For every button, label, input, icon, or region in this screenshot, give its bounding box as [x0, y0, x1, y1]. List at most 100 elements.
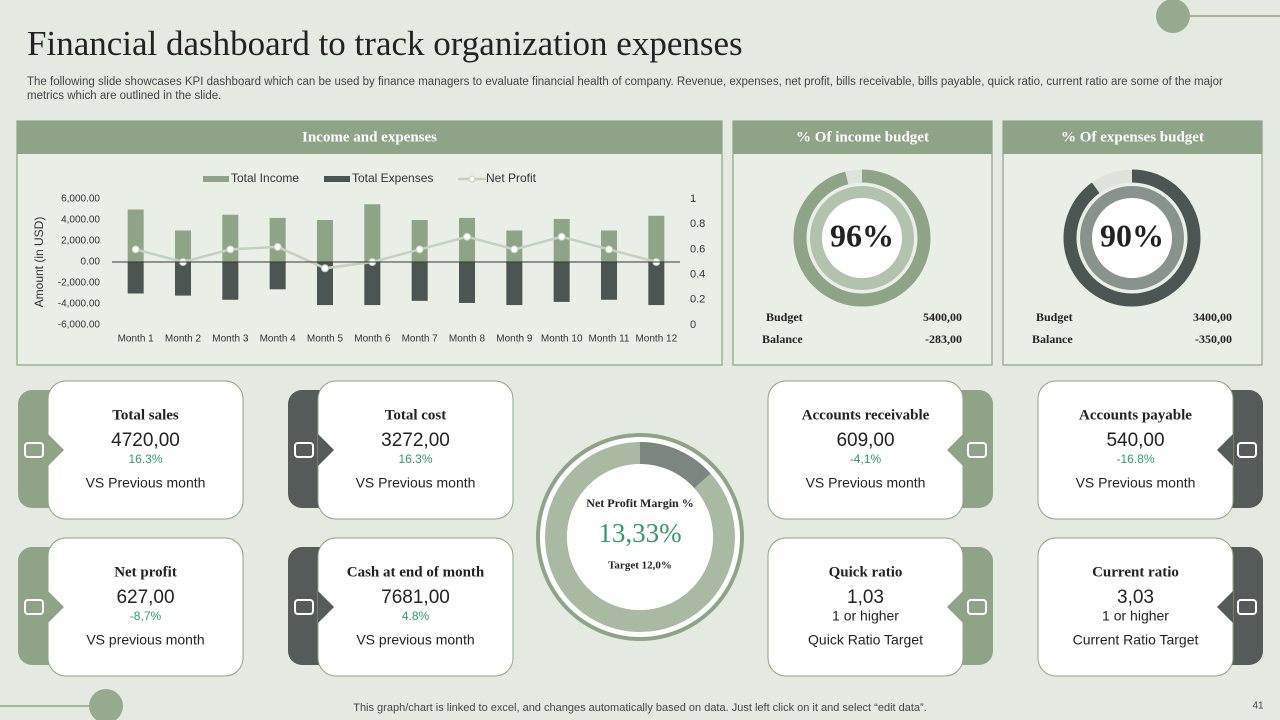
kpi-note: VS Previous month [86, 475, 206, 491]
title: Financial dashboard to track organizatio… [27, 24, 743, 63]
point [415, 245, 424, 254]
donut-arc [1063, 169, 1201, 307]
panel-title: % Of expenses budget [1061, 129, 1204, 145]
point [605, 245, 613, 254]
detail-label: Balance [1032, 332, 1073, 346]
y2-tick-label: 0.2 [690, 294, 705, 306]
bar [648, 215, 665, 262]
point [510, 245, 519, 254]
point [226, 245, 235, 254]
bar [175, 262, 191, 296]
bar [364, 262, 381, 306]
card-notch [48, 591, 64, 623]
legend-label: Total Income [231, 171, 299, 185]
panel-header [1003, 121, 1262, 154]
kpi-title: Net profit [114, 564, 177, 580]
x-tick-label: Month 5 [307, 334, 344, 345]
detail-label: Balance [762, 332, 803, 346]
bar [364, 204, 381, 262]
point [557, 232, 566, 241]
y-tick-label: 2,000.00 [61, 236, 100, 247]
y-tick-label: -2,000.00 [58, 278, 101, 289]
margin-value: 13,33% [598, 518, 681, 548]
kpi-title: Current ratio [1092, 564, 1179, 580]
panel-title: % Of income budget [796, 129, 929, 145]
legend-label: Net Profit [486, 171, 537, 185]
bar [222, 262, 239, 300]
card-icon [1237, 442, 1257, 458]
x-tick-label: Month 12 [635, 334, 677, 345]
kpi-value: 1,03 [847, 587, 884, 608]
y-tick-label: 4,000.00 [61, 215, 100, 226]
bar [553, 262, 570, 302]
detail-value: 5400,00 [923, 310, 962, 324]
legend-label: Total Expenses [352, 171, 433, 185]
card-notch [318, 434, 334, 466]
detail-value: -350,00 [1195, 332, 1232, 346]
point [463, 232, 471, 241]
decor-circle [1156, 0, 1190, 33]
detail-label: Budget [766, 310, 803, 324]
kpi-change: -8,7% [130, 609, 162, 623]
card-notch [318, 591, 334, 623]
panel-title: Income and expenses [302, 129, 437, 145]
detail-value: -283,00 [925, 332, 962, 346]
kpi-note: VS Previous month [1076, 475, 1196, 491]
card-icon [294, 442, 314, 458]
bar [317, 220, 333, 262]
kpi-note: VS previous month [356, 632, 474, 648]
y2-tick-label: 1 [690, 193, 696, 205]
card-icon [967, 442, 987, 458]
kpi-value: 4720,00 [111, 430, 180, 451]
x-tick-label: Month 9 [496, 334, 533, 345]
y2-tick-label: 0.6 [690, 243, 705, 255]
kpi-note: VS Previous month [806, 475, 926, 491]
bar [411, 220, 428, 262]
kpi-value: 3,03 [1117, 587, 1154, 608]
kpi-title: Accounts payable [1079, 407, 1192, 423]
kpi-value: 3272,00 [381, 430, 450, 451]
bar [506, 262, 523, 306]
bar [411, 262, 428, 301]
x-tick-label: Month 11 [589, 334, 630, 345]
x-tick-label: Month 7 [402, 334, 439, 345]
kpi-title: Total sales [112, 407, 179, 423]
bar [269, 262, 286, 290]
bar [127, 209, 144, 262]
y2-tick-label: 0 [690, 319, 696, 331]
card-icon [967, 599, 987, 615]
x-tick-label: Month 8 [449, 334, 486, 345]
margin-center [567, 464, 713, 610]
card-icon [24, 442, 44, 458]
bar [317, 262, 333, 306]
x-tick-label: Month 3 [212, 334, 249, 345]
y2-tick-label: 0.4 [690, 269, 705, 281]
panel-header [733, 121, 992, 154]
donut-value: 90% [1100, 217, 1164, 253]
kpi-change: 4.8% [402, 609, 430, 623]
card-icon [1237, 599, 1257, 615]
card-icon [24, 599, 44, 615]
card-notch [947, 591, 963, 623]
y-tick-label: 0.00 [81, 257, 101, 268]
bar [222, 214, 239, 262]
y-tick-label: -4,000.00 [58, 299, 101, 310]
kpi-note: VS previous month [86, 632, 204, 648]
kpi-change: 16.3% [398, 452, 432, 466]
bar [269, 217, 286, 262]
bar [175, 230, 191, 262]
kpi-title: Cash at end of month [347, 564, 485, 580]
card-notch [48, 434, 64, 466]
margin-arc [545, 442, 735, 632]
kpi-value: 627,00 [116, 587, 174, 608]
panel-header [17, 121, 722, 154]
y-tick-label: 6,000.00 [61, 194, 100, 205]
kpi-target: 1 or higher [832, 608, 899, 624]
bar [648, 262, 665, 306]
kpi-note: Current Ratio Target [1073, 632, 1199, 648]
kpi-title: Accounts receivable [802, 407, 930, 423]
bar [127, 262, 144, 294]
kpi-value: 540,00 [1106, 430, 1164, 451]
kpi-note: VS Previous month [356, 475, 476, 491]
margin-note: Target 12,0% [608, 560, 672, 572]
